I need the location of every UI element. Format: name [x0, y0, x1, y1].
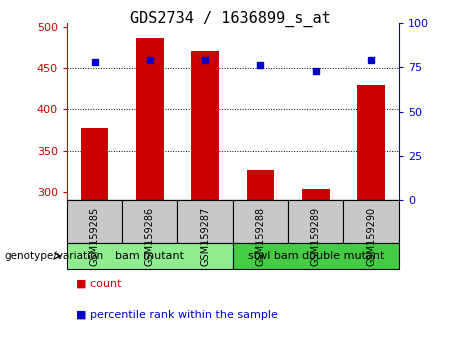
Text: ■ percentile rank within the sample: ■ percentile rank within the sample — [76, 310, 278, 320]
Text: stwl bam double mutant: stwl bam double mutant — [248, 251, 384, 261]
Bar — [288, 200, 343, 243]
Bar — [81, 127, 108, 200]
Bar — [233, 243, 399, 269]
Bar — [136, 38, 164, 200]
Bar — [343, 200, 399, 243]
Text: GSM159289: GSM159289 — [311, 206, 321, 266]
Bar — [177, 200, 233, 243]
Text: bam mutant: bam mutant — [115, 251, 184, 261]
Text: GSM159286: GSM159286 — [145, 206, 155, 266]
Bar — [191, 51, 219, 200]
Text: ■ count: ■ count — [76, 278, 122, 288]
Bar — [357, 85, 385, 200]
Bar — [247, 170, 274, 200]
Text: GSM159288: GSM159288 — [255, 206, 266, 266]
Bar — [302, 189, 330, 200]
Bar — [67, 200, 122, 243]
Text: GSM159285: GSM159285 — [89, 206, 100, 266]
Bar — [233, 200, 288, 243]
Bar — [122, 200, 177, 243]
Bar — [67, 243, 233, 269]
Text: genotype/variation: genotype/variation — [5, 251, 104, 261]
Text: GDS2734 / 1636899_s_at: GDS2734 / 1636899_s_at — [130, 11, 331, 27]
Text: GSM159287: GSM159287 — [200, 206, 210, 266]
Text: GSM159290: GSM159290 — [366, 206, 376, 266]
